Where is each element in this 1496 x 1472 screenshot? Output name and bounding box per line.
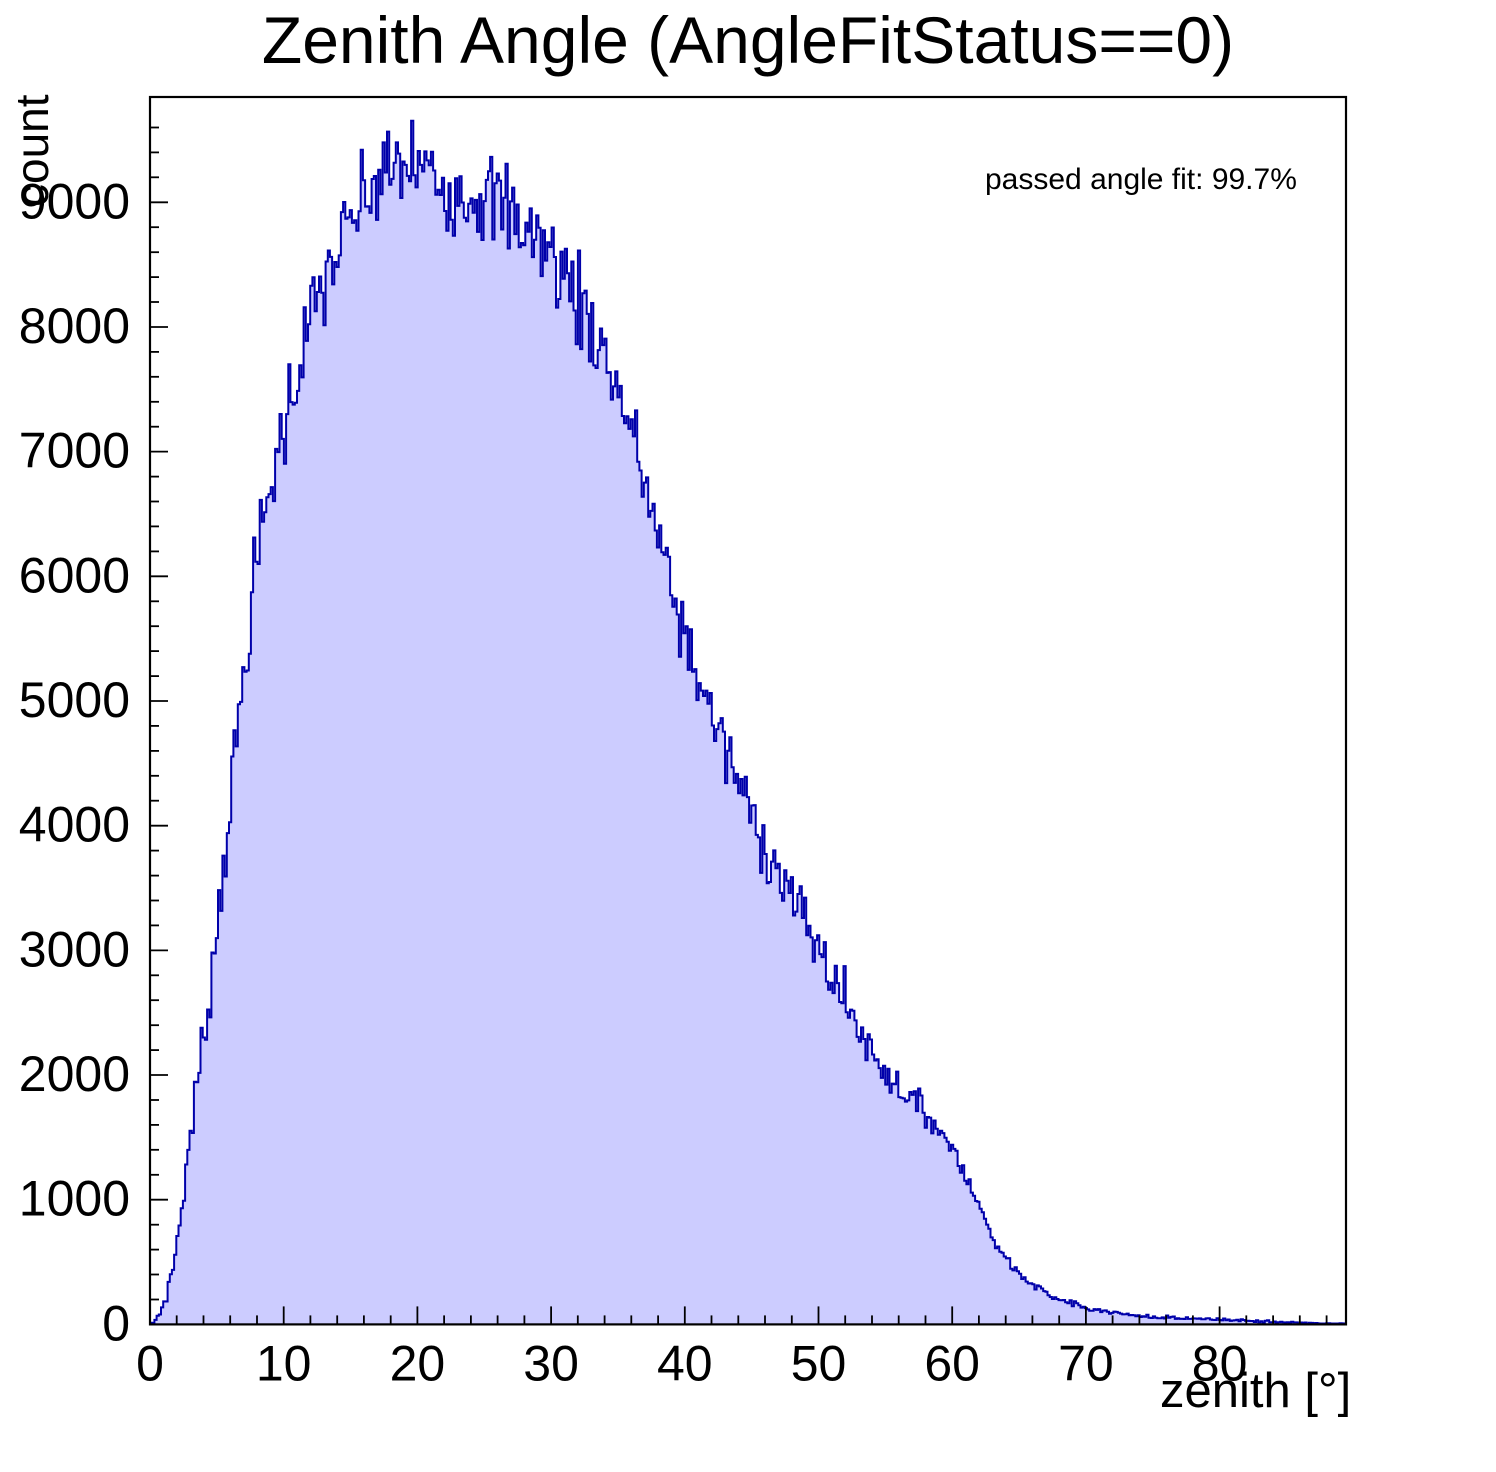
svg-text:6000: 6000 bbox=[19, 547, 130, 603]
svg-text:30: 30 bbox=[523, 1335, 579, 1391]
svg-text:70: 70 bbox=[1058, 1335, 1114, 1391]
svg-text:10: 10 bbox=[256, 1335, 312, 1391]
svg-text:60: 60 bbox=[924, 1335, 980, 1391]
svg-text:3000: 3000 bbox=[19, 921, 130, 977]
svg-text:1000: 1000 bbox=[19, 1171, 130, 1227]
svg-text:0: 0 bbox=[136, 1335, 164, 1391]
svg-text:50: 50 bbox=[791, 1335, 847, 1391]
svg-text:40: 40 bbox=[657, 1335, 713, 1391]
svg-text:8000: 8000 bbox=[19, 298, 130, 354]
svg-text:7000: 7000 bbox=[19, 423, 130, 479]
svg-text:80: 80 bbox=[1192, 1335, 1248, 1391]
svg-text:5000: 5000 bbox=[19, 672, 130, 728]
svg-text:4000: 4000 bbox=[19, 797, 130, 853]
svg-text:2000: 2000 bbox=[19, 1046, 130, 1102]
svg-text:20: 20 bbox=[390, 1335, 446, 1391]
svg-text:9000: 9000 bbox=[19, 173, 130, 229]
svg-text:0: 0 bbox=[102, 1295, 130, 1351]
